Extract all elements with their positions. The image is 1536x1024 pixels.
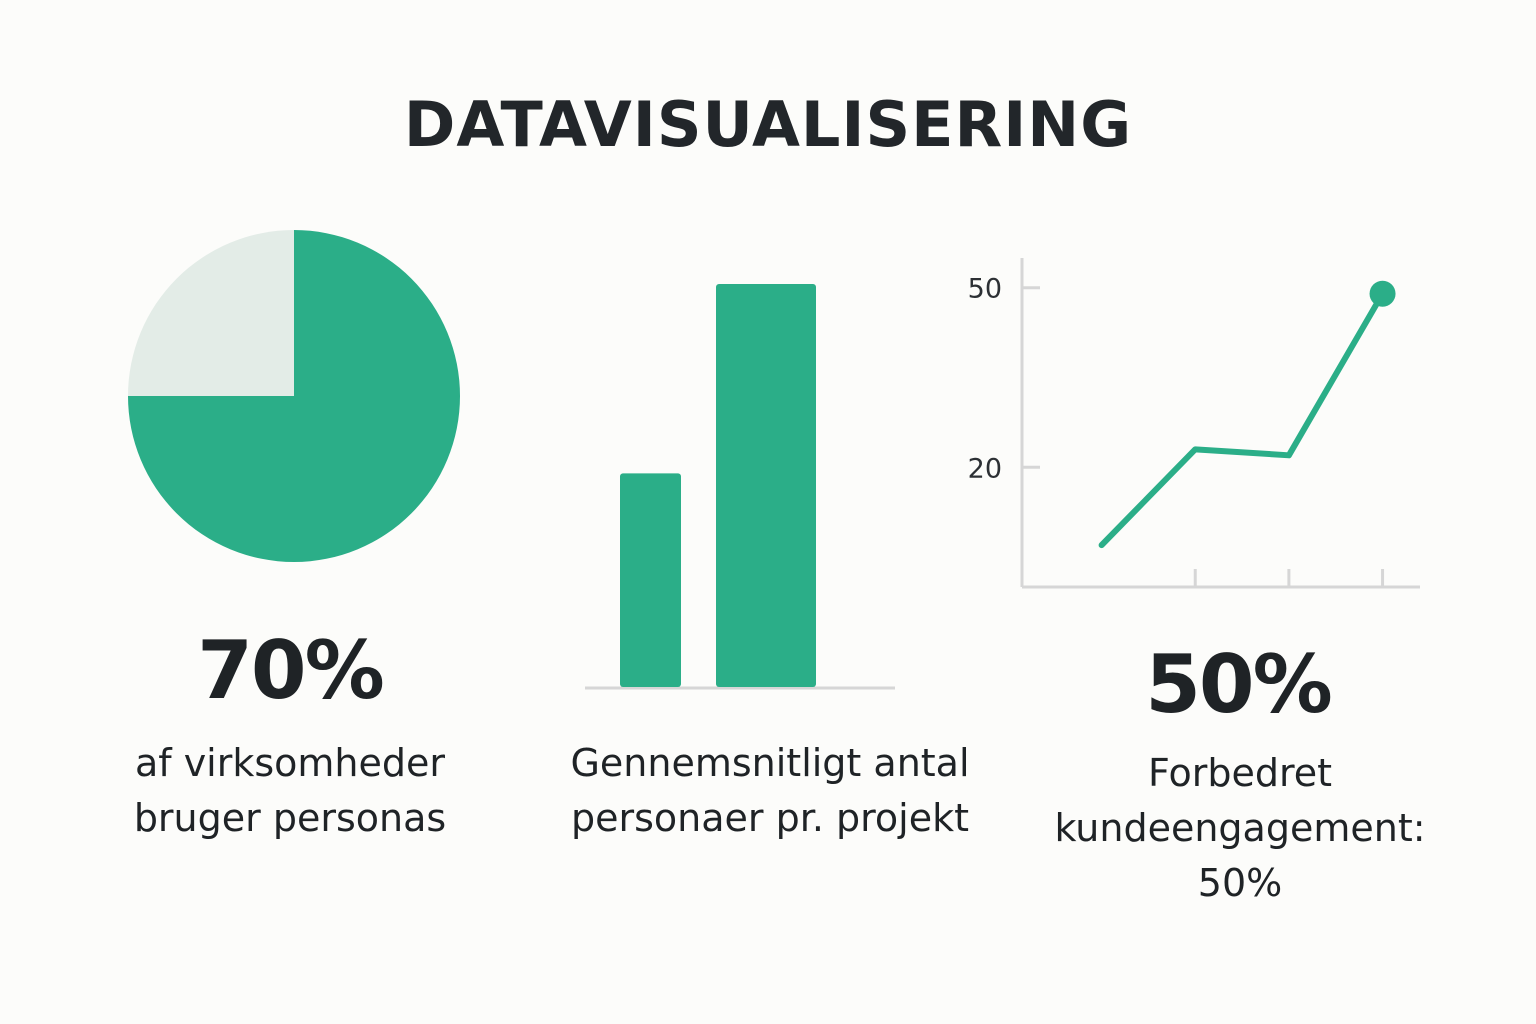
pie-caption-line1: af virksomheder <box>134 741 446 785</box>
line-end-marker <box>1369 280 1396 307</box>
pie-caption-line2: bruger personas <box>133 796 447 840</box>
bar-2 <box>716 284 816 687</box>
y-tick-label-2: 50 <box>968 274 1002 305</box>
line-series <box>1098 290 1386 549</box>
pie-slice-2 <box>128 230 294 396</box>
bar-caption: Gennemsnitligt antal personaer pr. proje… <box>530 736 1010 846</box>
line-caption-line1: Forbedret <box>1147 751 1333 795</box>
pie-chart <box>128 230 460 562</box>
page-title: DATAVISUALISERING <box>403 88 1133 161</box>
bar-chart <box>585 284 895 690</box>
line-caption-line3: 50% <box>1197 861 1283 905</box>
line-caption-line2: kundeengagement: <box>1054 806 1426 850</box>
bar-1 <box>620 473 681 687</box>
pie-stat: 70% <box>197 624 384 717</box>
line-caption: Forbedret kundeengagement: 50% <box>1010 746 1470 911</box>
y-tick-label-1: 20 <box>968 453 1002 484</box>
bar-caption-line1: Gennemsnitligt antal <box>570 741 970 785</box>
line-stat: 50% <box>1145 638 1332 731</box>
pie-caption: af virksomheder bruger personas <box>60 736 520 846</box>
bar-caption-line2: personaer pr. projekt <box>570 796 970 840</box>
